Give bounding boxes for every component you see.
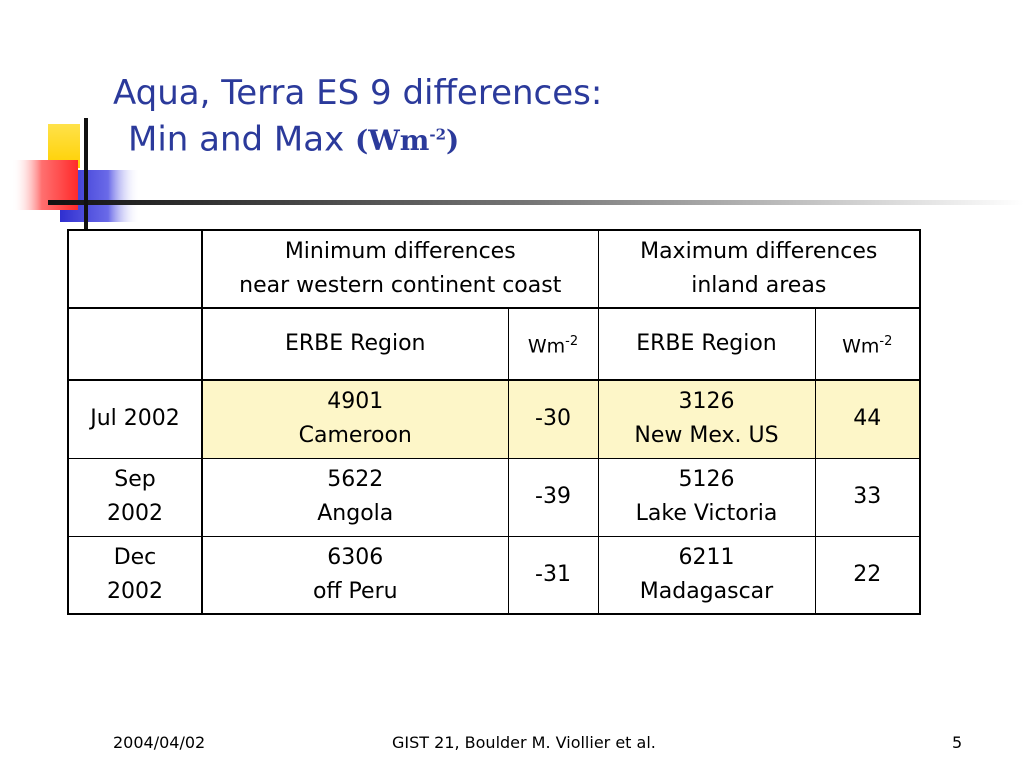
region-code: 4901 (327, 389, 384, 415)
differences-table: Minimum differences near western contine… (67, 229, 921, 615)
row-min-region: 6306 off Peru (201, 535, 509, 615)
subheader-max-unit: Wm-2 (814, 307, 921, 381)
header-row-1: Minimum differences near western contine… (67, 229, 921, 309)
row-max-region: 6211 Madagascar (597, 535, 816, 615)
row-date-year: 2002 (107, 578, 163, 604)
region-code: 6306 (327, 544, 384, 570)
region-code: 5126 (678, 467, 735, 492)
slide-title: Aqua, Terra ES 9 differences: Min and Ma… (113, 72, 602, 162)
title-unit-sup: -2 (429, 126, 447, 144)
table-row: Jul 2002 4901 Cameroon -30 3126 New Mex. U… (67, 379, 921, 459)
row-date-text: Dec (113, 544, 157, 570)
table-row: Sep 2002 5622 Angola -39 5126 Lake Victoria… (67, 457, 921, 537)
row-date-text: Sep (114, 467, 156, 492)
unit-sup: -2 (879, 333, 893, 349)
title-unit: (Wm-2) (355, 124, 460, 158)
subheader-max-region: ERBE Region (597, 307, 816, 381)
row-max-value: 44 (814, 379, 921, 459)
unit-base: Wm (527, 335, 566, 358)
row-max-value: 33 (814, 457, 921, 537)
region-name: off Peru (312, 578, 398, 604)
row-max-value: 22 (814, 535, 921, 615)
row-date: Dec 2002 (67, 535, 203, 615)
vertical-rule (84, 118, 88, 230)
row-date-year: 2002 (107, 501, 163, 526)
region-name: Lake Victoria (635, 501, 778, 526)
header-row-2: ERBE Region Wm-2 ERBE Region Wm-2 (67, 307, 921, 381)
header-min-line2: near western continent coast (239, 273, 562, 298)
yellow-square (48, 124, 80, 168)
region-name: Angola (317, 501, 394, 526)
unit-base: Wm (842, 335, 880, 358)
header-min: Minimum differences near western contine… (201, 229, 599, 309)
subheader-min-unit: Wm-2 (507, 307, 599, 381)
blue-square (60, 170, 140, 222)
unit-sup: -2 (565, 333, 579, 349)
row-max-region: 5126 Lake Victoria (597, 457, 816, 537)
row-min-region: 4901 Cameroon (201, 379, 509, 459)
row-date: Jul 2002 (67, 379, 203, 459)
header-max-line2: inland areas (691, 273, 827, 298)
title-line1: Aqua, Terra ES 9 differences: (113, 73, 603, 113)
row-min-value: -39 (507, 457, 599, 537)
region-name: Cameroon (298, 423, 412, 449)
region-code: 5622 (327, 467, 384, 492)
header-max-line1: Maximum differences (640, 239, 878, 264)
region-name: Madagascar (639, 578, 774, 604)
header-max: Maximum differences inland areas (597, 229, 921, 309)
horizontal-rule (48, 200, 1024, 205)
row-date: Sep 2002 (67, 457, 203, 537)
region-name: New Mex. US (634, 423, 779, 449)
title-line2: Min and Max (Wm-2) (113, 114, 602, 162)
footer-date: 2004/04/02 (113, 733, 206, 752)
footer-center: GIST 21, Boulder M. Viollier et al. (392, 733, 656, 752)
region-code: 6211 (678, 544, 735, 570)
subheader-empty-cell (67, 307, 203, 381)
red-bar (12, 160, 78, 210)
page-number: 5 (952, 733, 963, 752)
table-row: Dec 2002 6306 off Peru -31 6211 Madagascar … (67, 535, 921, 615)
row-min-value: -30 (507, 379, 599, 459)
region-code: 3126 (678, 389, 735, 415)
subheader-min-region: ERBE Region (201, 307, 509, 381)
title-unit-base: Wm (368, 124, 430, 158)
row-min-region: 5622 Angola (201, 457, 509, 537)
row-min-value: -31 (507, 535, 599, 615)
header-empty-cell (67, 229, 203, 309)
row-date-text: Jul 2002 (90, 406, 180, 432)
row-max-region: 3126 New Mex. US (597, 379, 816, 459)
header-min-line1: Minimum differences (284, 239, 516, 264)
title-line2-text: Min and Max (128, 119, 345, 160)
